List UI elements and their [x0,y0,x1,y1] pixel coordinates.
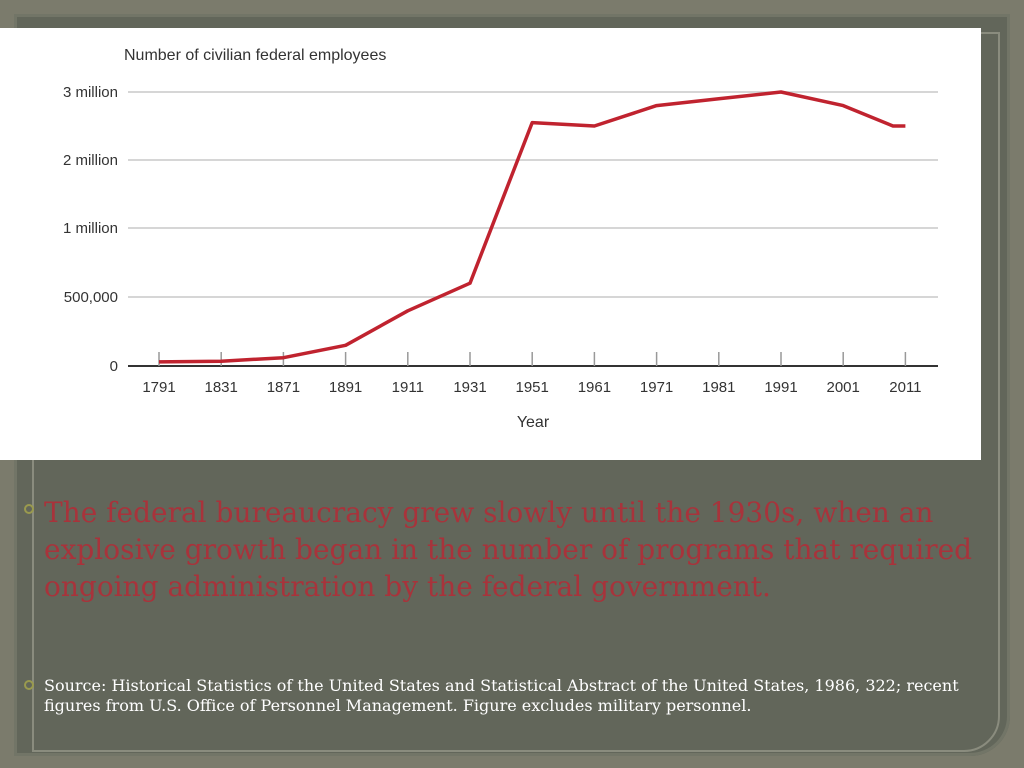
x-tick-label: 1991 [764,379,797,396]
x-tick-label: 1871 [267,379,300,396]
line-chart: Number of civilian federal employees 0 50… [63,47,938,431]
source-bullet: Source: Historical Statistics of the Uni… [24,676,974,716]
x-tick-label: 1971 [640,379,673,396]
y-tick-label: 2 million [63,152,118,169]
y-tick-label: 500,000 [64,289,118,306]
chart-grid [128,91,938,298]
source-note-text: Source: Historical Statistics of the Uni… [44,676,959,715]
x-tick-label: 2011 [889,379,921,396]
x-axis: 1791 1831 1871 1891 1911 1931 1951 1961 1971 1981… [128,352,938,396]
main-bullet-text: The federal bureaucracy grew slowly unti… [44,496,973,603]
x-tick-label: 1911 [392,379,424,396]
y-tick-label: 0 [110,358,118,375]
x-tick-label: 1961 [578,379,611,396]
bullet-icon [24,680,34,690]
y-tick-label: 3 million [63,84,118,101]
chart-title: Number of civilian federal employees [124,47,386,64]
x-tick-label: 1951 [516,379,549,396]
series-line [158,90,906,364]
y-axis-ticks: 0 500,000 1 million 2 million 3 million [63,84,118,375]
x-axis-label: Year [517,414,550,431]
bullet-icon [24,504,34,514]
chart-panel: Number of civilian federal employees 0 50… [0,28,981,460]
x-tick-label: 1831 [205,379,238,396]
chart-series [158,90,906,364]
y-tick-label: 1 million [63,220,118,237]
x-tick-label: 1791 [142,379,175,396]
main-bullet: The federal bureaucracy grew slowly unti… [24,494,974,605]
x-tick-label: 1981 [702,379,735,396]
x-tick-label: 1891 [329,379,362,396]
x-tick-label: 2001 [827,379,860,396]
x-tick-label: 1931 [453,379,486,396]
